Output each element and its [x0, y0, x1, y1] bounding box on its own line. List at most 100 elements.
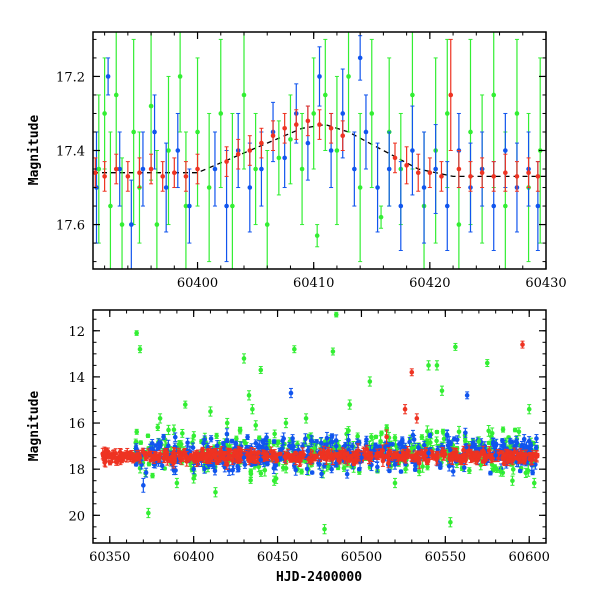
blue-band-point [309, 470, 315, 475]
green-data-point [241, 32, 247, 170]
red-data-point [113, 153, 119, 185]
green-band-point [434, 429, 440, 435]
green-data-point [146, 507, 151, 519]
y-tick-label: 17.4 [56, 145, 85, 160]
green-data-point [230, 112, 235, 269]
green-data-point [166, 75, 171, 226]
green-band-point [191, 431, 197, 441]
red-data-point [137, 157, 142, 189]
green-data-point [531, 477, 537, 489]
blue-data-point [175, 112, 181, 189]
blue-band-point [396, 440, 402, 448]
red-band-point [455, 451, 460, 461]
blue-data-point [288, 387, 294, 399]
x-tick-label: 60400 [177, 276, 218, 291]
red-data-point [479, 157, 485, 189]
green-data-point [108, 131, 113, 269]
red-data-point [224, 146, 229, 177]
blue-data-point [410, 105, 415, 196]
blue-data-point [392, 459, 398, 470]
top-ticks: 60400 60410 60420 60430 17.2 17.4 17.6 [56, 32, 567, 291]
blue-band-point [156, 438, 161, 448]
blue-band-point [185, 437, 190, 448]
blue-data-point [352, 131, 357, 207]
red-data-point [305, 105, 311, 137]
green-data-point [283, 417, 289, 429]
red-band-point [463, 454, 468, 466]
y-tick-label: 17.2 [56, 70, 85, 85]
x-axis-label: HJD-2400000 [276, 570, 362, 585]
red-band-point [282, 450, 287, 463]
red-data-point [402, 404, 408, 415]
blue-data-point [212, 131, 218, 207]
blue-band-point [400, 437, 405, 443]
red-band-point [416, 457, 422, 470]
blue-band-point [260, 438, 266, 446]
red-band-point [508, 452, 513, 460]
red-band-point [221, 450, 227, 456]
y-tick-label: 12 [68, 325, 85, 340]
green-data-point [357, 112, 363, 263]
x-tick-label: 60430 [525, 276, 566, 291]
y-tick-label: 17.6 [56, 219, 85, 234]
blue-band-point [308, 434, 314, 447]
y-tick-label: 16 [68, 417, 85, 432]
blue-data-point [163, 142, 169, 233]
blue-band-point [450, 466, 456, 477]
x-tick-label: 60350 [89, 550, 130, 565]
blue-data-point [386, 131, 392, 207]
blue-band-point [329, 433, 335, 439]
green-data-point [137, 345, 143, 354]
red-band-point [125, 455, 131, 461]
red-data-point [259, 127, 264, 159]
blue-data-point [363, 94, 369, 170]
green-data-point [154, 150, 160, 269]
blue-band-point [451, 436, 457, 442]
green-data-point [426, 360, 431, 371]
green-data-point [392, 477, 398, 489]
red-band-point [373, 452, 379, 460]
red-band-point [206, 451, 212, 459]
red-data-point [427, 157, 433, 189]
blue-data-point [317, 459, 322, 470]
red-band-point [486, 446, 492, 455]
green-data-point [102, 57, 107, 170]
blue-band-point [318, 437, 324, 449]
blue-band-point [229, 438, 235, 444]
blue-data-point [105, 57, 111, 96]
x-tick-label: 60410 [293, 276, 334, 291]
red-band-point [312, 451, 317, 459]
red-band-point [261, 450, 267, 458]
blue-data-point [357, 35, 363, 81]
blue-band-point [471, 440, 477, 449]
green-band-point [373, 434, 379, 440]
red-band-point [102, 446, 107, 459]
green-band-point [467, 467, 472, 474]
blue-band-point [490, 441, 496, 447]
green-band-point [180, 428, 185, 438]
bottom-y-axis-label: Magnitude [27, 391, 42, 462]
red-data-point [293, 109, 299, 140]
green-data-point [292, 345, 297, 354]
green-data-point [330, 347, 336, 356]
blue-band-point [410, 429, 416, 441]
green-data-point [264, 150, 270, 269]
green-data-point [526, 404, 532, 415]
red-data-point [503, 153, 508, 192]
blue-data-point [444, 161, 450, 251]
green-data-point [334, 75, 340, 226]
red-data-point [392, 142, 398, 174]
green-data-point [206, 112, 212, 263]
green-data-point [484, 359, 490, 368]
red-band-point [162, 447, 168, 456]
red-band-point [183, 451, 188, 463]
green-band-point [214, 432, 219, 439]
red-data-point [172, 157, 177, 189]
red-band-point [530, 453, 536, 462]
green-band-point [512, 427, 518, 433]
y-tick-label: 14 [68, 371, 85, 386]
x-tick-label: 60500 [341, 550, 382, 565]
x-tick-label: 60550 [425, 550, 466, 565]
green-data-point [157, 413, 163, 424]
green-data-point [409, 443, 415, 454]
